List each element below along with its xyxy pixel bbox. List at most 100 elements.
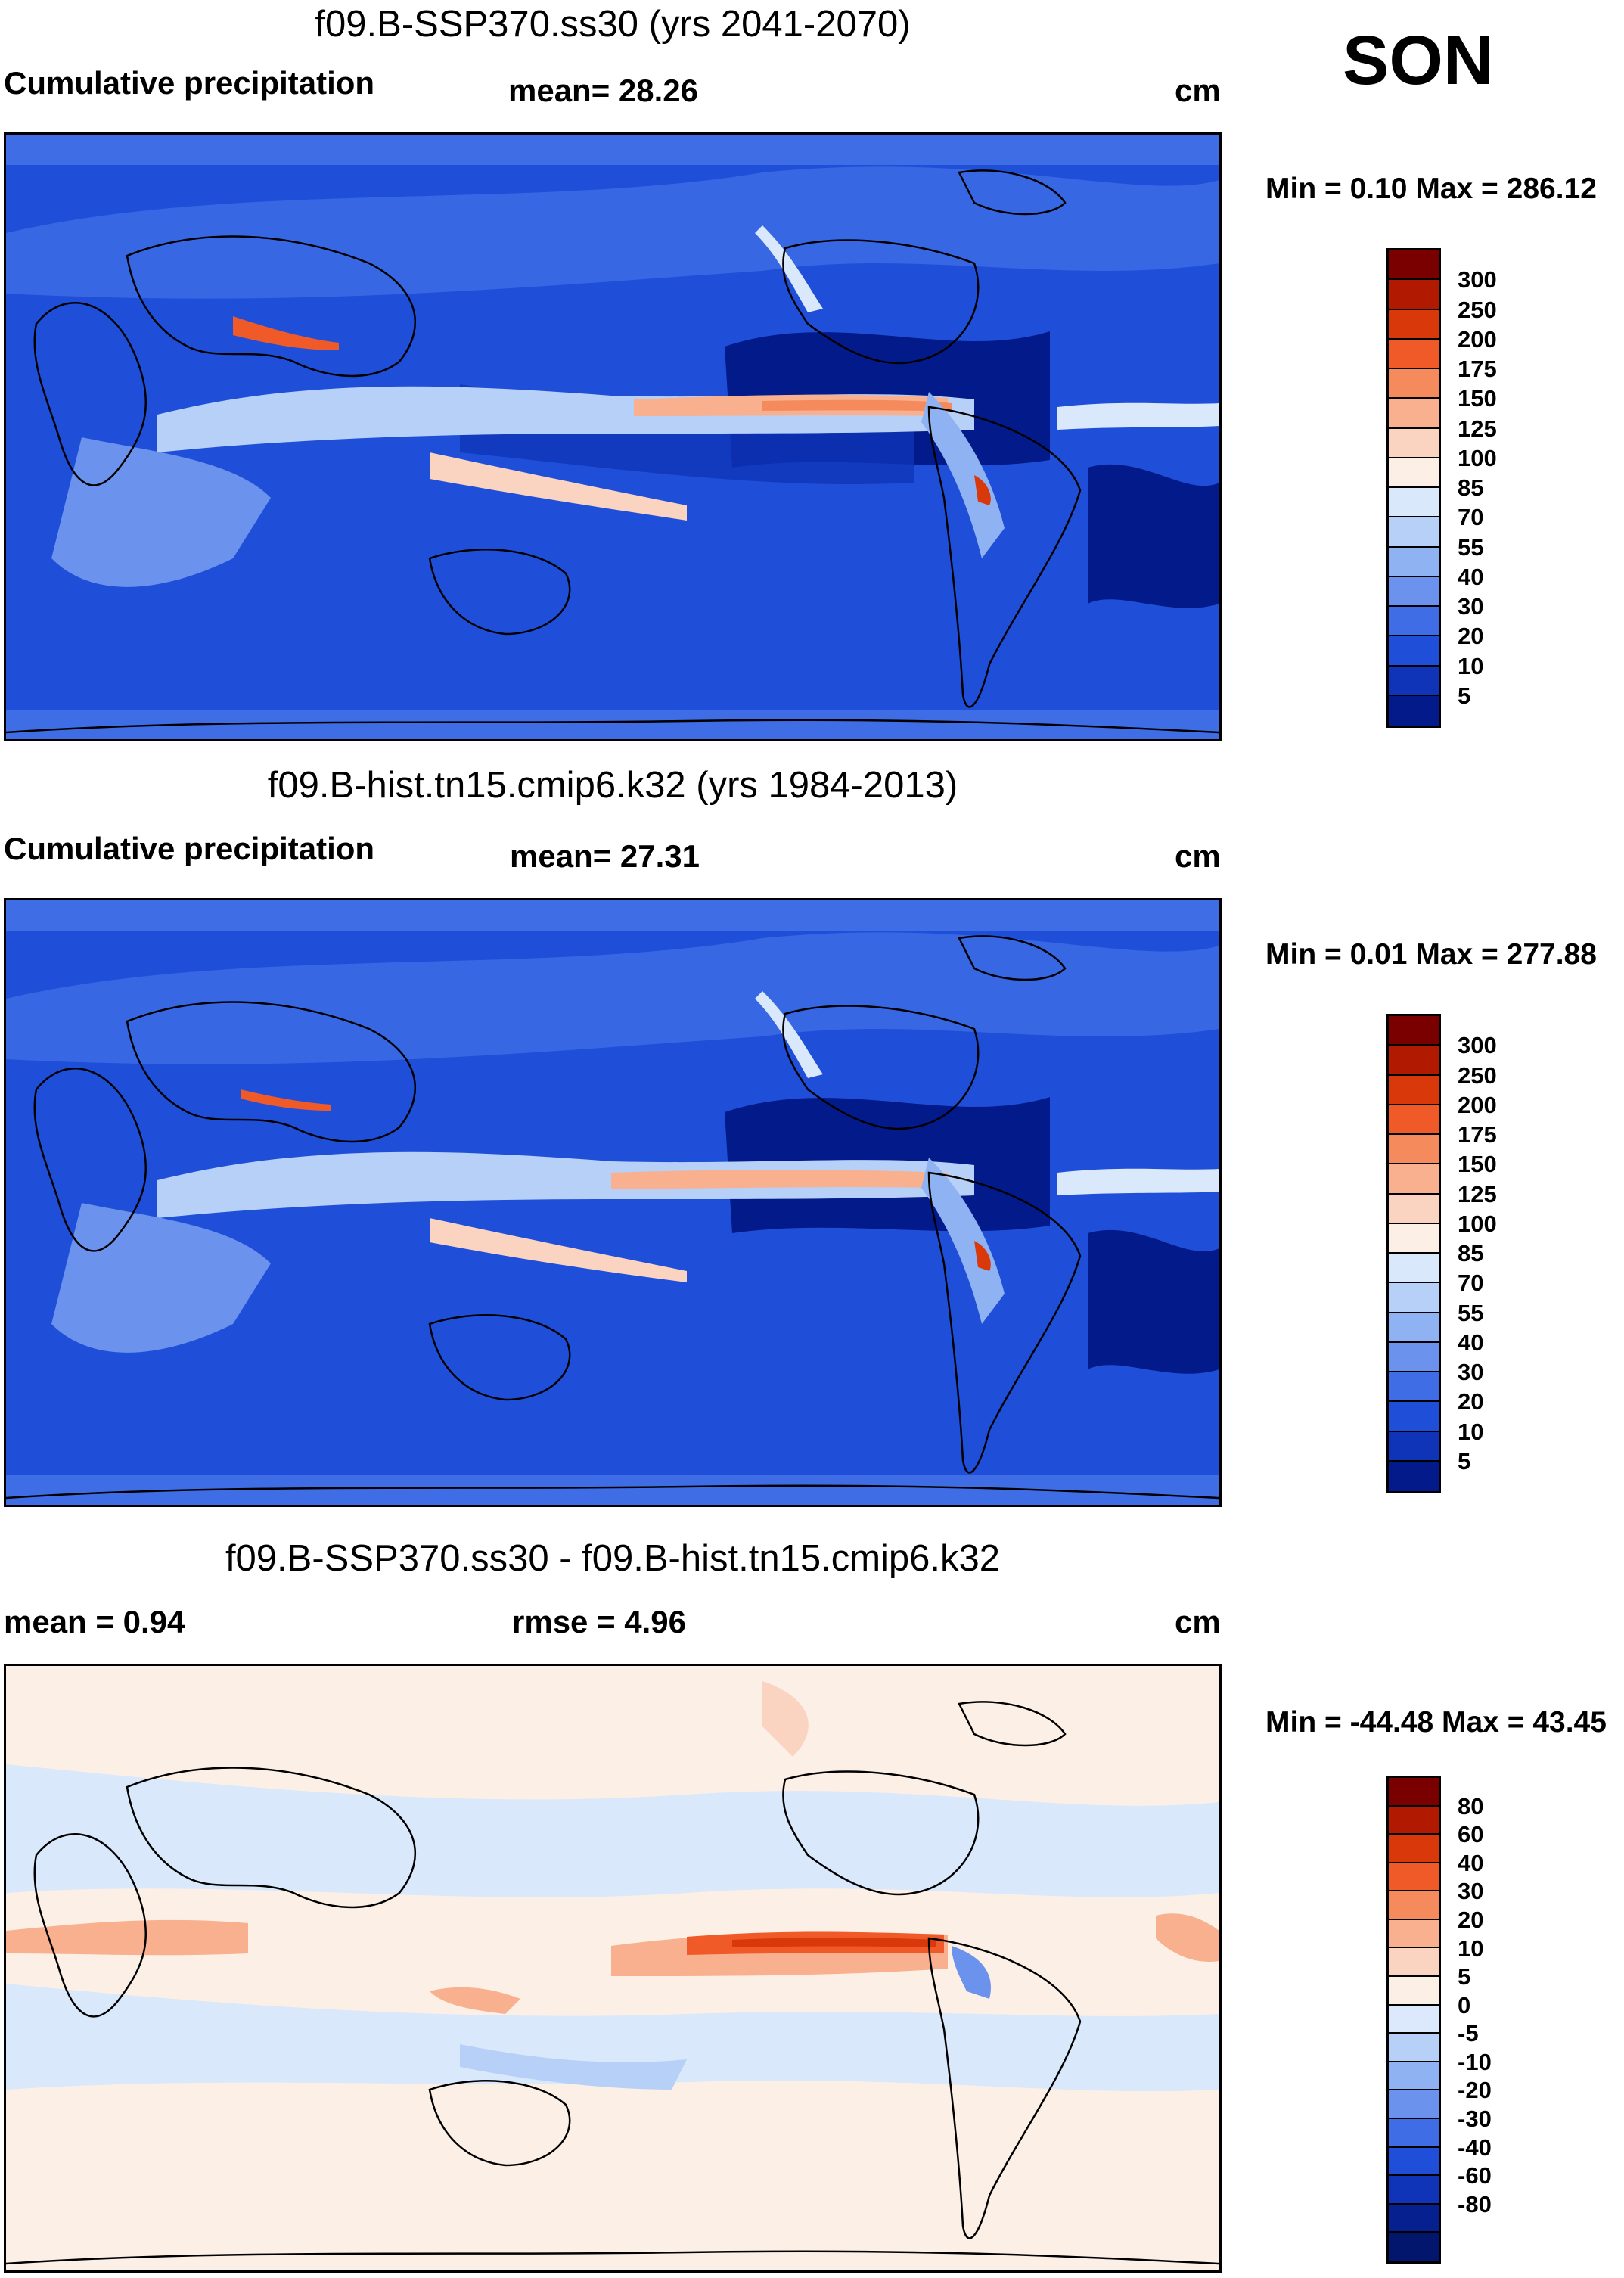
colorbar-tick-label: 125 — [1458, 415, 1497, 442]
colorbar-swatch — [1389, 1778, 1439, 1807]
colorbar-tick-label: 30 — [1458, 1878, 1484, 1905]
colorbar-swatch — [1389, 1342, 1439, 1372]
colorbar-swatch — [1389, 1194, 1439, 1224]
precip-difference-map — [6, 1666, 1219, 2270]
panel-3-colorbar — [1386, 1776, 1441, 2264]
panel-2-map — [4, 898, 1222, 1507]
colorbar-tick-label: 10 — [1458, 652, 1484, 679]
colorbar-swatch — [1389, 1948, 1439, 1978]
colorbar-tick-label: 5 — [1458, 1963, 1471, 1991]
colorbar-swatch — [1389, 1977, 1439, 2006]
colorbar-swatch — [1389, 488, 1439, 518]
panel-3-minmax: Min = -44.48 Max = 43.45 — [1265, 1706, 1607, 1739]
colorbar-tick-label: -5 — [1458, 2020, 1479, 2047]
colorbar-tick-label: 40 — [1458, 1849, 1484, 1876]
colorbar-swatch — [1389, 1891, 1439, 1920]
season-label: SON — [1343, 22, 1494, 99]
colorbar-swatch — [1389, 1835, 1439, 1863]
colorbar-tick-label: 30 — [1458, 1359, 1484, 1385]
colorbar-tick-label: 150 — [1458, 1151, 1497, 1178]
colorbar-swatch — [1389, 2204, 1439, 2233]
colorbar-swatch — [1389, 1461, 1439, 1491]
colorbar-tick-label: 20 — [1458, 623, 1484, 650]
colorbar-tick-label: 125 — [1458, 1180, 1497, 1207]
colorbar-swatch — [1389, 1016, 1439, 1046]
colorbar-tick-label: 20 — [1458, 1388, 1484, 1416]
colorbar-tick-label: -30 — [1458, 2106, 1492, 2133]
colorbar-swatch — [1389, 399, 1439, 429]
colorbar-swatch — [1389, 1402, 1439, 1432]
colorbar-swatch — [1389, 1372, 1439, 1403]
panel-1-minmax: Min = 0.10 Max = 286.12 — [1265, 172, 1597, 205]
colorbar-swatches — [1389, 1778, 1439, 2261]
colorbar-tick-label: 40 — [1458, 563, 1484, 590]
colorbar-tick-label: 5 — [1458, 682, 1471, 709]
panel-1-units: cm — [1175, 73, 1221, 108]
colorbar-swatches — [1389, 250, 1439, 726]
colorbar-tick-label: -80 — [1458, 2190, 1492, 2217]
colorbar-tick-label: 60 — [1458, 1821, 1484, 1848]
colorbar-tick-label: 70 — [1458, 1270, 1484, 1297]
panel-3-title: f09.B-SSP370.ss30 - f09.B-hist.tn15.cmip… — [225, 1538, 1001, 1579]
colorbar-swatch — [1389, 2062, 1439, 2091]
colorbar-swatch — [1389, 1135, 1439, 1165]
colorbar-swatch — [1389, 1919, 1439, 1949]
colorbar-tick-label: 10 — [1458, 1935, 1484, 1962]
colorbar-tick-label: 20 — [1458, 1906, 1484, 1933]
colorbar-swatch — [1389, 2034, 1439, 2062]
colorbar-tick-label: -20 — [1458, 2077, 1492, 2104]
colorbar-tick-label: 80 — [1458, 1792, 1484, 1820]
colorbar-tick-label: 300 — [1458, 1032, 1497, 1059]
colorbar-tick-label: 5 — [1458, 1447, 1471, 1475]
colorbar-swatch — [1389, 1313, 1439, 1343]
colorbar-tick-label: 70 — [1458, 504, 1484, 531]
panel-1-map — [4, 132, 1222, 741]
colorbar-tick-label: 40 — [1458, 1329, 1484, 1356]
colorbar-swatch — [1389, 2005, 1439, 2034]
colorbar-swatch — [1389, 1254, 1439, 1284]
precip-map-future — [6, 135, 1219, 739]
colorbar-swatches — [1389, 1016, 1439, 1491]
colorbar-swatch — [1389, 1046, 1439, 1076]
colorbar-tick-label: 0 — [1458, 1991, 1471, 2019]
colorbar-swatch — [1389, 1105, 1439, 1135]
colorbar-tick-label: 175 — [1458, 1121, 1497, 1148]
colorbar-tick-label: 100 — [1458, 1210, 1497, 1237]
colorbar-tick-label: 55 — [1458, 1299, 1484, 1326]
panel-2-left-label: Cumulative precipitation — [4, 831, 375, 866]
colorbar-swatch — [1389, 547, 1439, 577]
colorbar-tick-label: 100 — [1458, 444, 1497, 471]
panel-2-mean-label: mean= 27.31 — [510, 838, 700, 874]
colorbar-swatch — [1389, 1863, 1439, 1892]
colorbar-swatch — [1389, 517, 1439, 548]
colorbar-tick-label: 10 — [1458, 1418, 1484, 1445]
panel-3-rmse-label: rmse = 4.96 — [512, 1604, 687, 1639]
colorbar-swatch — [1389, 309, 1439, 340]
colorbar-swatch — [1389, 2090, 1439, 2119]
panel-3-mean-label: mean = 0.94 — [4, 1604, 185, 1639]
colorbar-swatch — [1389, 695, 1439, 726]
precip-map-historical — [6, 900, 1219, 1505]
panel-2-minmax: Min = 0.01 Max = 277.88 — [1265, 938, 1597, 971]
colorbar-swatch — [1389, 1164, 1439, 1195]
panel-2-title: f09.B-hist.tn15.cmip6.k32 (yrs 1984-2013… — [267, 765, 958, 806]
colorbar-swatch — [1389, 1075, 1439, 1105]
colorbar-swatch — [1389, 636, 1439, 667]
colorbar-tick-label: -10 — [1458, 2048, 1492, 2075]
colorbar-swatch — [1389, 2118, 1439, 2148]
colorbar-tick-label: 175 — [1458, 356, 1497, 382]
colorbar-swatch — [1389, 280, 1439, 310]
colorbar-swatch — [1389, 1806, 1439, 1835]
colorbar-tick-label: 150 — [1458, 385, 1497, 412]
colorbar-tick-label: 300 — [1458, 266, 1497, 294]
colorbar-swatch — [1389, 607, 1439, 637]
panel-1-left-label: Cumulative precipitation — [4, 65, 375, 101]
panel-1-title: f09.B-SSP370.ss30 (yrs 2041-2070) — [315, 4, 911, 45]
colorbar-swatch — [1389, 2147, 1439, 2177]
colorbar-tick-label: -40 — [1458, 2133, 1492, 2161]
panel-3-map — [4, 1664, 1222, 2273]
panel-1-mean-label: mean= 28.26 — [508, 73, 699, 108]
panel-1-colorbar — [1386, 248, 1441, 728]
colorbar-swatch — [1389, 428, 1439, 458]
colorbar-swatch — [1389, 369, 1439, 399]
